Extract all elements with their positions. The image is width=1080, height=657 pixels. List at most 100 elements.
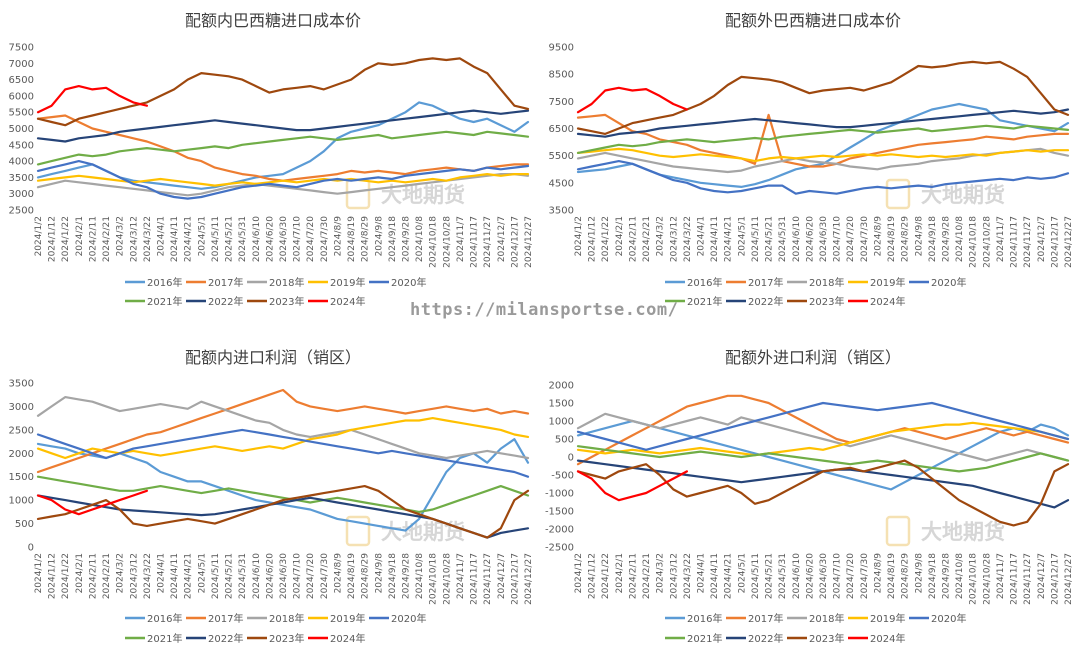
x-tick-label: 2024/7/20 xyxy=(306,216,316,262)
watermark-logo-icon xyxy=(885,515,911,547)
x-tick-label: 2024/6/20 xyxy=(265,553,275,599)
x-tick-label: 2024/8/19 xyxy=(887,216,897,262)
series-line xyxy=(576,124,1070,154)
x-tick-label: 2024/4/11 xyxy=(170,216,180,262)
x-tick-label: 2024/7/30 xyxy=(860,216,870,262)
legend-label: 2022年 xyxy=(748,295,783,308)
x-tick-label: 2024/4/1 xyxy=(157,216,167,256)
y-tick-label: 3500 xyxy=(9,379,34,390)
x-tick-label: 2024/12/27 xyxy=(1064,216,1074,268)
x-tick-label: 2024/9/18 xyxy=(928,553,938,599)
legend-label: 2020年 xyxy=(931,612,966,625)
x-tick-label: 2024/11/7 xyxy=(996,553,1006,599)
y-tick-label: -1500 xyxy=(545,507,574,518)
legend-label: 2017年 xyxy=(748,276,783,289)
legend-label: 2017年 xyxy=(748,612,783,625)
x-tick-label: 2024/2/11 xyxy=(628,553,638,599)
x-tick-label: 2024/1/22 xyxy=(601,553,611,599)
x-tick-label: 2024/3/22 xyxy=(683,553,693,599)
x-tick-label: 2024/9/8 xyxy=(914,216,924,257)
chart-bl-inner-quota-profit: 配额内进口利润（销区） 0 500 1000 1500 2000 2500 3000 3500 大… xyxy=(9,348,534,645)
x-tick-label: 2024/5/1 xyxy=(197,553,207,593)
legend-label: 2023年 xyxy=(269,295,304,308)
x-tick-label: 2024/7/30 xyxy=(320,553,330,599)
legend-label: 2024年 xyxy=(330,295,365,308)
x-tick-label: 2024/9/8 xyxy=(914,553,924,594)
x-tick-label: 2024/2/21 xyxy=(102,216,112,262)
legend-label: 2016年 xyxy=(687,276,722,289)
x-tick-label: 2024/10/18 xyxy=(969,216,979,268)
overlay-url: https://milansportse.com/ xyxy=(410,300,679,320)
x-tick-label: 2024/10/28 xyxy=(442,553,452,605)
x-tick-label: 2024/10/28 xyxy=(982,553,992,605)
y-tick-label: 2500 xyxy=(9,425,34,436)
chart-br-outer-quota-profit: 配额外进口利润（销区） -2500 -2000 -1500 -1000 -500 0 500 1… xyxy=(545,348,1074,645)
legend-label: 2023年 xyxy=(269,632,304,645)
y-tick-label: 3500 xyxy=(9,173,34,184)
legend-label: 2019年 xyxy=(330,276,365,289)
watermark-logo-icon xyxy=(345,515,371,547)
legend-label: 2016年 xyxy=(147,612,182,625)
legend-label: 2023年 xyxy=(809,295,844,308)
x-tick-label: 2024/10/18 xyxy=(429,216,439,268)
legend-label: 2017年 xyxy=(208,612,243,625)
chart-title: 配额外进口利润（销区） xyxy=(725,348,901,367)
series-line xyxy=(576,60,1070,135)
x-tick-label: 2024/4/11 xyxy=(710,216,720,262)
x-tick-label: 2024/9/8 xyxy=(374,216,384,257)
y-tick-label: 3000 xyxy=(9,402,34,413)
x-tick-label: 2024/6/20 xyxy=(805,553,815,599)
series-line xyxy=(36,417,530,460)
x-tick-label: 2024/6/10 xyxy=(792,553,802,599)
legend-label: 2018年 xyxy=(269,612,304,625)
x-tick-label: 2024/2/1 xyxy=(75,553,85,593)
watermark-logo-icon xyxy=(345,178,371,210)
x-tick-label: 2024/7/20 xyxy=(306,553,316,599)
series-line xyxy=(576,394,1070,466)
x-tick-label: 2024/10/28 xyxy=(982,216,992,268)
x-tick-label: 2024/3/12 xyxy=(129,216,139,262)
x-tick-label: 2024/9/18 xyxy=(388,553,398,599)
x-tick-label: 2024/4/21 xyxy=(724,216,734,262)
x-tick-label: 2024/1/12 xyxy=(588,553,598,599)
x-tick-label: 2024/9/28 xyxy=(402,553,412,599)
y-tick-label: 6000 xyxy=(9,91,34,102)
y-tick-label: 6500 xyxy=(9,75,34,86)
x-tick-label: 2024/1/2 xyxy=(34,553,44,593)
series-line xyxy=(36,396,530,460)
x-tick-label: 2024/9/18 xyxy=(388,216,398,262)
y-tick-label: 2500 xyxy=(9,206,34,217)
y-tick-label: 7000 xyxy=(9,59,34,70)
series-line xyxy=(36,428,530,478)
x-tick-label: 2024/8/19 xyxy=(887,553,897,599)
x-tick-label: 2024/10/8 xyxy=(955,216,965,262)
x-tick-label: 2024/5/31 xyxy=(238,553,248,599)
legend-label: 2021年 xyxy=(147,295,182,308)
x-tick-label: 2024/6/30 xyxy=(279,216,289,262)
x-tick-label: 2024/5/21 xyxy=(225,216,235,262)
legend-label: 2022年 xyxy=(748,632,783,645)
x-tick-label: 2024/2/11 xyxy=(628,216,638,262)
x-tick-label: 2024/4/1 xyxy=(157,553,167,593)
series-line xyxy=(576,108,1070,138)
x-tick-label: 2024/2/1 xyxy=(615,553,625,593)
series-line xyxy=(36,485,530,539)
x-tick-label: 2024/12/7 xyxy=(497,216,507,262)
x-tick-label: 2024/11/27 xyxy=(1023,216,1033,268)
x-tick-label: 2024/3/22 xyxy=(143,216,153,262)
y-tick-label: 4500 xyxy=(9,140,34,151)
y-tick-label: -500 xyxy=(551,471,574,482)
x-tick-label: 2024/5/31 xyxy=(238,216,248,262)
series-line xyxy=(36,388,530,474)
x-tick-label: 2024/5/21 xyxy=(765,553,775,599)
chart-tr-outer-quota-cost: 配额外巴西糖进口成本价3500450055006500750085009500大… xyxy=(549,11,1074,308)
x-tick-label: 2024/4/11 xyxy=(170,553,180,599)
x-tick-label: 2024/6/30 xyxy=(819,553,829,599)
x-tick-label: 2024/7/30 xyxy=(860,553,870,599)
series-line xyxy=(36,489,148,516)
x-tick-label: 2024/12/7 xyxy=(1037,216,1047,262)
x-tick-label: 2024/7/10 xyxy=(833,553,843,599)
x-tick-label: 2024/8/9 xyxy=(873,216,883,257)
y-tick-label: 2000 xyxy=(549,381,574,392)
x-tick-label: 2024/2/1 xyxy=(75,216,85,256)
